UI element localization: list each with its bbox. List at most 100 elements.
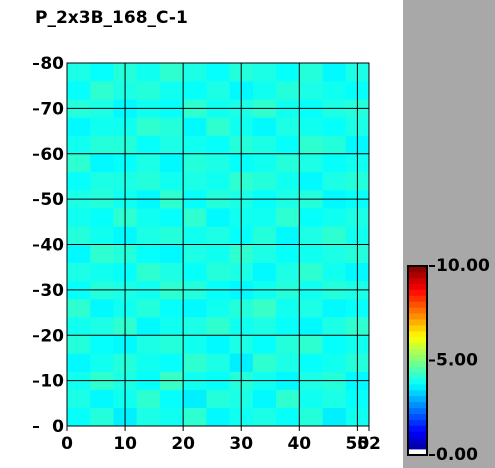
heat-cell (136, 171, 161, 191)
colorbar-band (408, 354, 427, 361)
heat-cell (252, 117, 277, 136)
heat-cell (322, 208, 347, 227)
heat-cell (322, 335, 347, 354)
chart-title: P_2x3B_168_C-1 (35, 8, 188, 28)
colorbar-band (408, 378, 427, 385)
heat-cell (136, 63, 161, 82)
colorbar-band (408, 419, 427, 426)
heat-cell (183, 226, 207, 245)
heat-cell (206, 171, 230, 191)
colorbar-band (408, 307, 427, 314)
heat-cell (276, 171, 300, 191)
heat-cell (322, 407, 347, 427)
heat-cell (183, 244, 207, 263)
colorbar-band (408, 401, 427, 409)
heat-cell (183, 153, 207, 173)
colorbar-band (408, 342, 427, 349)
heat-cell (159, 317, 184, 336)
heat-cell (252, 153, 277, 173)
heat-cell (206, 389, 230, 409)
heat-cell (299, 171, 323, 191)
heat-cell (67, 298, 91, 318)
colorbar-band (408, 301, 427, 308)
colorbar-band (408, 390, 427, 397)
heat-cell (90, 135, 114, 155)
y-tick-label: 60 (40, 145, 64, 165)
heat-cell (276, 353, 300, 372)
heat-cell (252, 353, 277, 372)
y-tick-label: 10 (40, 372, 64, 392)
heat-cell (67, 135, 91, 155)
heat-cell (136, 208, 161, 227)
heat-cell (136, 335, 161, 354)
heat-cell (159, 353, 184, 372)
x-tick-label: 20 (171, 434, 195, 454)
heat-cell (299, 81, 323, 100)
heat-cell (206, 63, 230, 82)
colorbar-band (408, 366, 427, 373)
heat-cell (90, 389, 114, 409)
heat-cell (206, 353, 230, 372)
heat-cell (299, 317, 323, 336)
colorbar-band (408, 413, 427, 420)
heat-cell (136, 262, 161, 282)
heat-cell (159, 298, 184, 318)
colorbar-band (408, 313, 427, 320)
heat-cell (299, 407, 323, 427)
heat-cell (159, 153, 184, 173)
heat-cell (252, 262, 277, 282)
heat-cell (252, 81, 277, 100)
heat-cell (67, 389, 91, 409)
heat-cell (183, 353, 207, 372)
heat-cell (299, 135, 323, 155)
heat-cell (252, 298, 277, 318)
heat-cell (67, 407, 91, 427)
colorbar-band (408, 437, 427, 444)
heat-cell (183, 317, 207, 336)
heat-cell (322, 244, 347, 263)
heat-cell (183, 389, 207, 409)
heat-cell (252, 389, 277, 409)
colorbar-band (408, 425, 427, 432)
heat-cell (252, 335, 277, 354)
heat-cell (67, 208, 91, 227)
heat-cell (276, 407, 300, 427)
heat-cell (67, 244, 91, 263)
heat-cell (67, 171, 91, 191)
heat-cell (90, 407, 114, 427)
y-tick-label: 0 (52, 417, 64, 437)
colorbar-band (408, 348, 427, 355)
heat-cell (67, 153, 91, 173)
x-tick-label: 10 (113, 434, 137, 454)
heat-cell (90, 244, 114, 263)
x-tick-label: 40 (287, 434, 311, 454)
colorbar-band (408, 372, 427, 379)
y-tick-label: 80 (40, 54, 64, 74)
heat-cell (299, 335, 323, 354)
heat-cell (136, 226, 161, 245)
heat-cell (252, 135, 277, 155)
heat-cell (322, 353, 347, 372)
heat-cell (322, 298, 347, 318)
heat-cell (252, 226, 277, 245)
heat-cell (159, 262, 184, 282)
heat-cell (90, 262, 114, 282)
heat-cell (183, 262, 207, 282)
heat-cell (322, 63, 347, 82)
heat-cell (136, 407, 161, 427)
y-tick-label: 20 (40, 326, 64, 346)
heat-cell (67, 226, 91, 245)
colorbar-band (408, 325, 427, 332)
heat-cell (90, 298, 114, 318)
heat-cell (299, 226, 323, 245)
heat-cell (206, 81, 230, 100)
heat-cell (183, 117, 207, 136)
colorbar-band (408, 319, 427, 326)
heat-cell (90, 171, 114, 191)
colorbar-band (408, 295, 427, 302)
heat-cell (90, 226, 114, 245)
heat-cell (159, 63, 184, 82)
heat-cell (299, 244, 323, 263)
heat-cell (183, 135, 207, 155)
heat-cell (276, 208, 300, 227)
